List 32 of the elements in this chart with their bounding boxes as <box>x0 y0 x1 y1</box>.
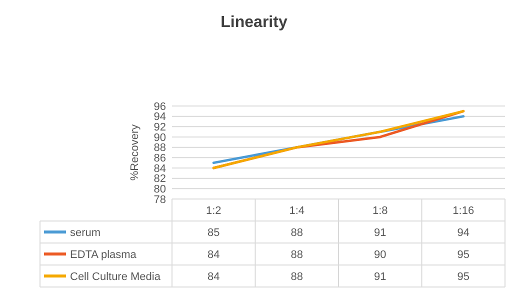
legend-label: Cell Culture Media <box>70 270 162 283</box>
line-series <box>212 110 465 170</box>
y-tick-label: 90 <box>154 132 166 144</box>
legend-label: serum <box>70 226 101 239</box>
y-tick-label: 80 <box>154 184 166 196</box>
x-tick-label: 1:8 <box>372 204 388 217</box>
chart-title: Linearity <box>220 14 288 31</box>
data-label: 88 <box>290 248 303 261</box>
y-axis-title: %Recovery <box>129 124 141 181</box>
y-tick-label: 78 <box>154 194 166 206</box>
data-label: 95 <box>457 248 470 261</box>
y-tick-label: 88 <box>154 142 166 154</box>
data-label: 85 <box>208 226 220 239</box>
y-tick-label: 86 <box>154 152 166 165</box>
legend-label: EDTA plasma <box>70 248 138 261</box>
data-label: 95 <box>457 270 470 283</box>
data-label: 91 <box>374 270 386 283</box>
x-tick-label: 1:4 <box>289 204 305 217</box>
y-tick-label: 82 <box>154 173 166 186</box>
x-tick-label: 1:16 <box>452 204 474 217</box>
data-label: 84 <box>208 248 220 261</box>
x-tick-label: 1:2 <box>206 204 222 217</box>
data-label: 88 <box>290 270 303 283</box>
data-label: 91 <box>374 226 386 239</box>
y-tick-label: 84 <box>154 162 166 175</box>
y-tick-label: 92 <box>154 122 166 134</box>
data-label: 94 <box>457 226 470 239</box>
y-tick-label: 96 <box>154 100 166 113</box>
data-label: 88 <box>290 226 303 239</box>
data-label: 90 <box>374 248 386 261</box>
data-label: 84 <box>208 270 220 283</box>
y-tick-label: 94 <box>154 111 166 124</box>
